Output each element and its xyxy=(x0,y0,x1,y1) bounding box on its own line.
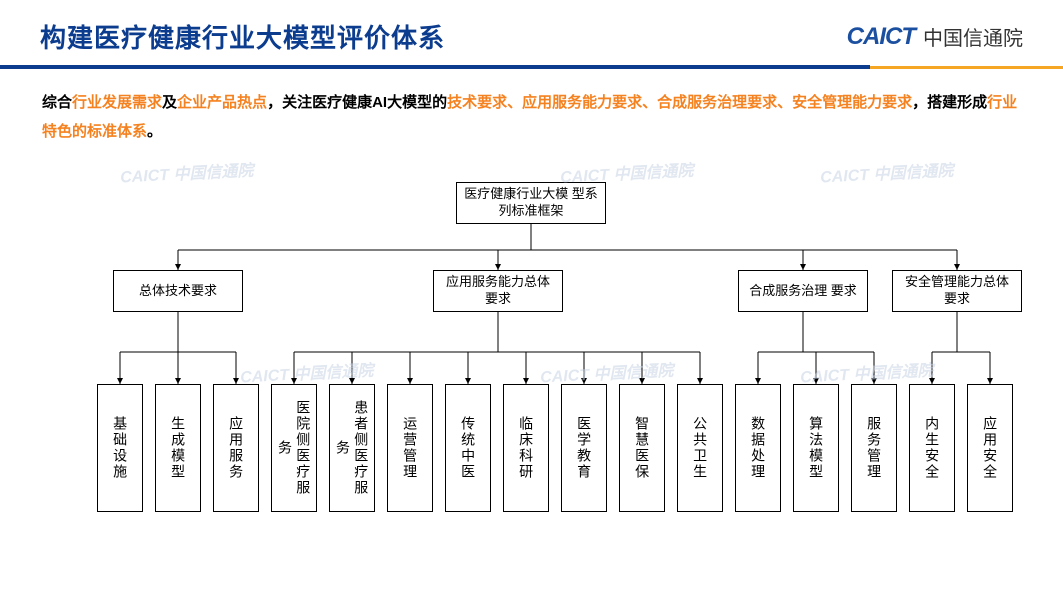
tree-leaf: 传统中医 xyxy=(445,384,491,512)
description: 综合行业发展需求及企业产品热点，关注医疗健康AI大模型的技术要求、应用服务能力要… xyxy=(0,69,1063,146)
tree-branch: 合成服务治理 要求 xyxy=(738,270,868,312)
body-text: 及 xyxy=(162,94,177,111)
body-text: 综合 xyxy=(42,94,72,111)
tree-leaf: 运营管理 xyxy=(387,384,433,512)
tree-branch: 应用服务能力总体 要求 xyxy=(433,270,563,312)
page-title: 构建医疗健康行业大模型评价体系 xyxy=(40,18,445,55)
tree-leaf: 临床科研 xyxy=(503,384,549,512)
tree-leaf: 智慧医保 xyxy=(619,384,665,512)
body-text: ，关注医疗健康AI大模型的 xyxy=(267,94,447,111)
header: 构建医疗健康行业大模型评价体系 CAICT 中国信通院 xyxy=(0,0,1063,55)
tree-leaf: 患者侧医疗服务 xyxy=(329,384,375,512)
logo: CAICT 中国信通院 xyxy=(847,22,1023,51)
tree-leaf: 医学教育 xyxy=(561,384,607,512)
logo-text: 中国信通院 xyxy=(923,22,1023,51)
tree-leaf: 服务管理 xyxy=(851,384,897,512)
tree-leaf: 内生安全 xyxy=(909,384,955,512)
body-text: 。 xyxy=(147,123,162,140)
tree-diagram: 医疗健康行业大模 型系列标准框架总体技术要求 应用服务能力总体 要求 合成服务治理 … xyxy=(0,154,1063,574)
highlight-text: 企业产品热点 xyxy=(177,94,267,111)
tree-branch: 总体技术要求 xyxy=(113,270,243,312)
header-rule xyxy=(0,65,1063,69)
tree-leaf: 应用安全 xyxy=(967,384,1013,512)
tree-branch: 安全管理能力总体 要求 xyxy=(892,270,1022,312)
highlight-text: 技术要求、应用服务能力要求、合成服务治理要求、安全管理能力要求 xyxy=(447,94,912,111)
body-text: ，搭建形成 xyxy=(912,94,987,111)
tree-leaf: 基础设施 xyxy=(97,384,143,512)
tree-leaf: 公共卫生 xyxy=(677,384,723,512)
tree-leaf: 算法模型 xyxy=(793,384,839,512)
rule-blue xyxy=(0,65,870,69)
logo-mark: CAICT xyxy=(847,23,915,51)
tree-leaf: 应用服务 xyxy=(213,384,259,512)
tree-leaf: 数据处理 xyxy=(735,384,781,512)
tree-leaf: 医院侧医疗服务 xyxy=(271,384,317,512)
highlight-text: 行业发展需求 xyxy=(72,94,162,111)
rule-orange xyxy=(870,66,1063,69)
tree-root: 医疗健康行业大模 型系列标准框架 xyxy=(456,182,606,224)
tree-leaf: 生成模型 xyxy=(155,384,201,512)
